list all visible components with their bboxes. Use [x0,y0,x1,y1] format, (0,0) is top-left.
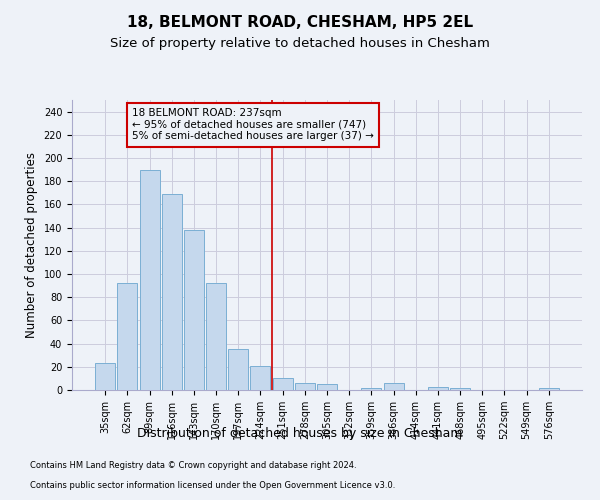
Text: Size of property relative to detached houses in Chesham: Size of property relative to detached ho… [110,38,490,51]
Text: 18 BELMONT ROAD: 237sqm
← 95% of detached houses are smaller (747)
5% of semi-de: 18 BELMONT ROAD: 237sqm ← 95% of detache… [132,108,374,142]
Text: Distribution of detached houses by size in Chesham: Distribution of detached houses by size … [137,428,463,440]
Bar [250,366,271,390]
Bar [95,364,115,390]
Text: Contains public sector information licensed under the Open Government Licence v3: Contains public sector information licen… [30,481,395,490]
Text: Contains HM Land Registry data © Crown copyright and database right 2024.: Contains HM Land Registry data © Crown c… [30,461,356,470]
Bar [118,284,137,390]
Bar [162,194,182,390]
Y-axis label: Number of detached properties: Number of detached properties [25,152,38,338]
Bar [272,378,293,390]
Bar [383,383,404,390]
Bar [228,350,248,390]
Bar [295,383,315,390]
Bar [184,230,204,390]
Bar [206,284,226,390]
Bar [317,384,337,390]
Bar [140,170,160,390]
Text: 18, BELMONT ROAD, CHESHAM, HP5 2EL: 18, BELMONT ROAD, CHESHAM, HP5 2EL [127,15,473,30]
Bar [428,386,448,390]
Bar [450,388,470,390]
Bar [539,388,559,390]
Bar [361,388,382,390]
